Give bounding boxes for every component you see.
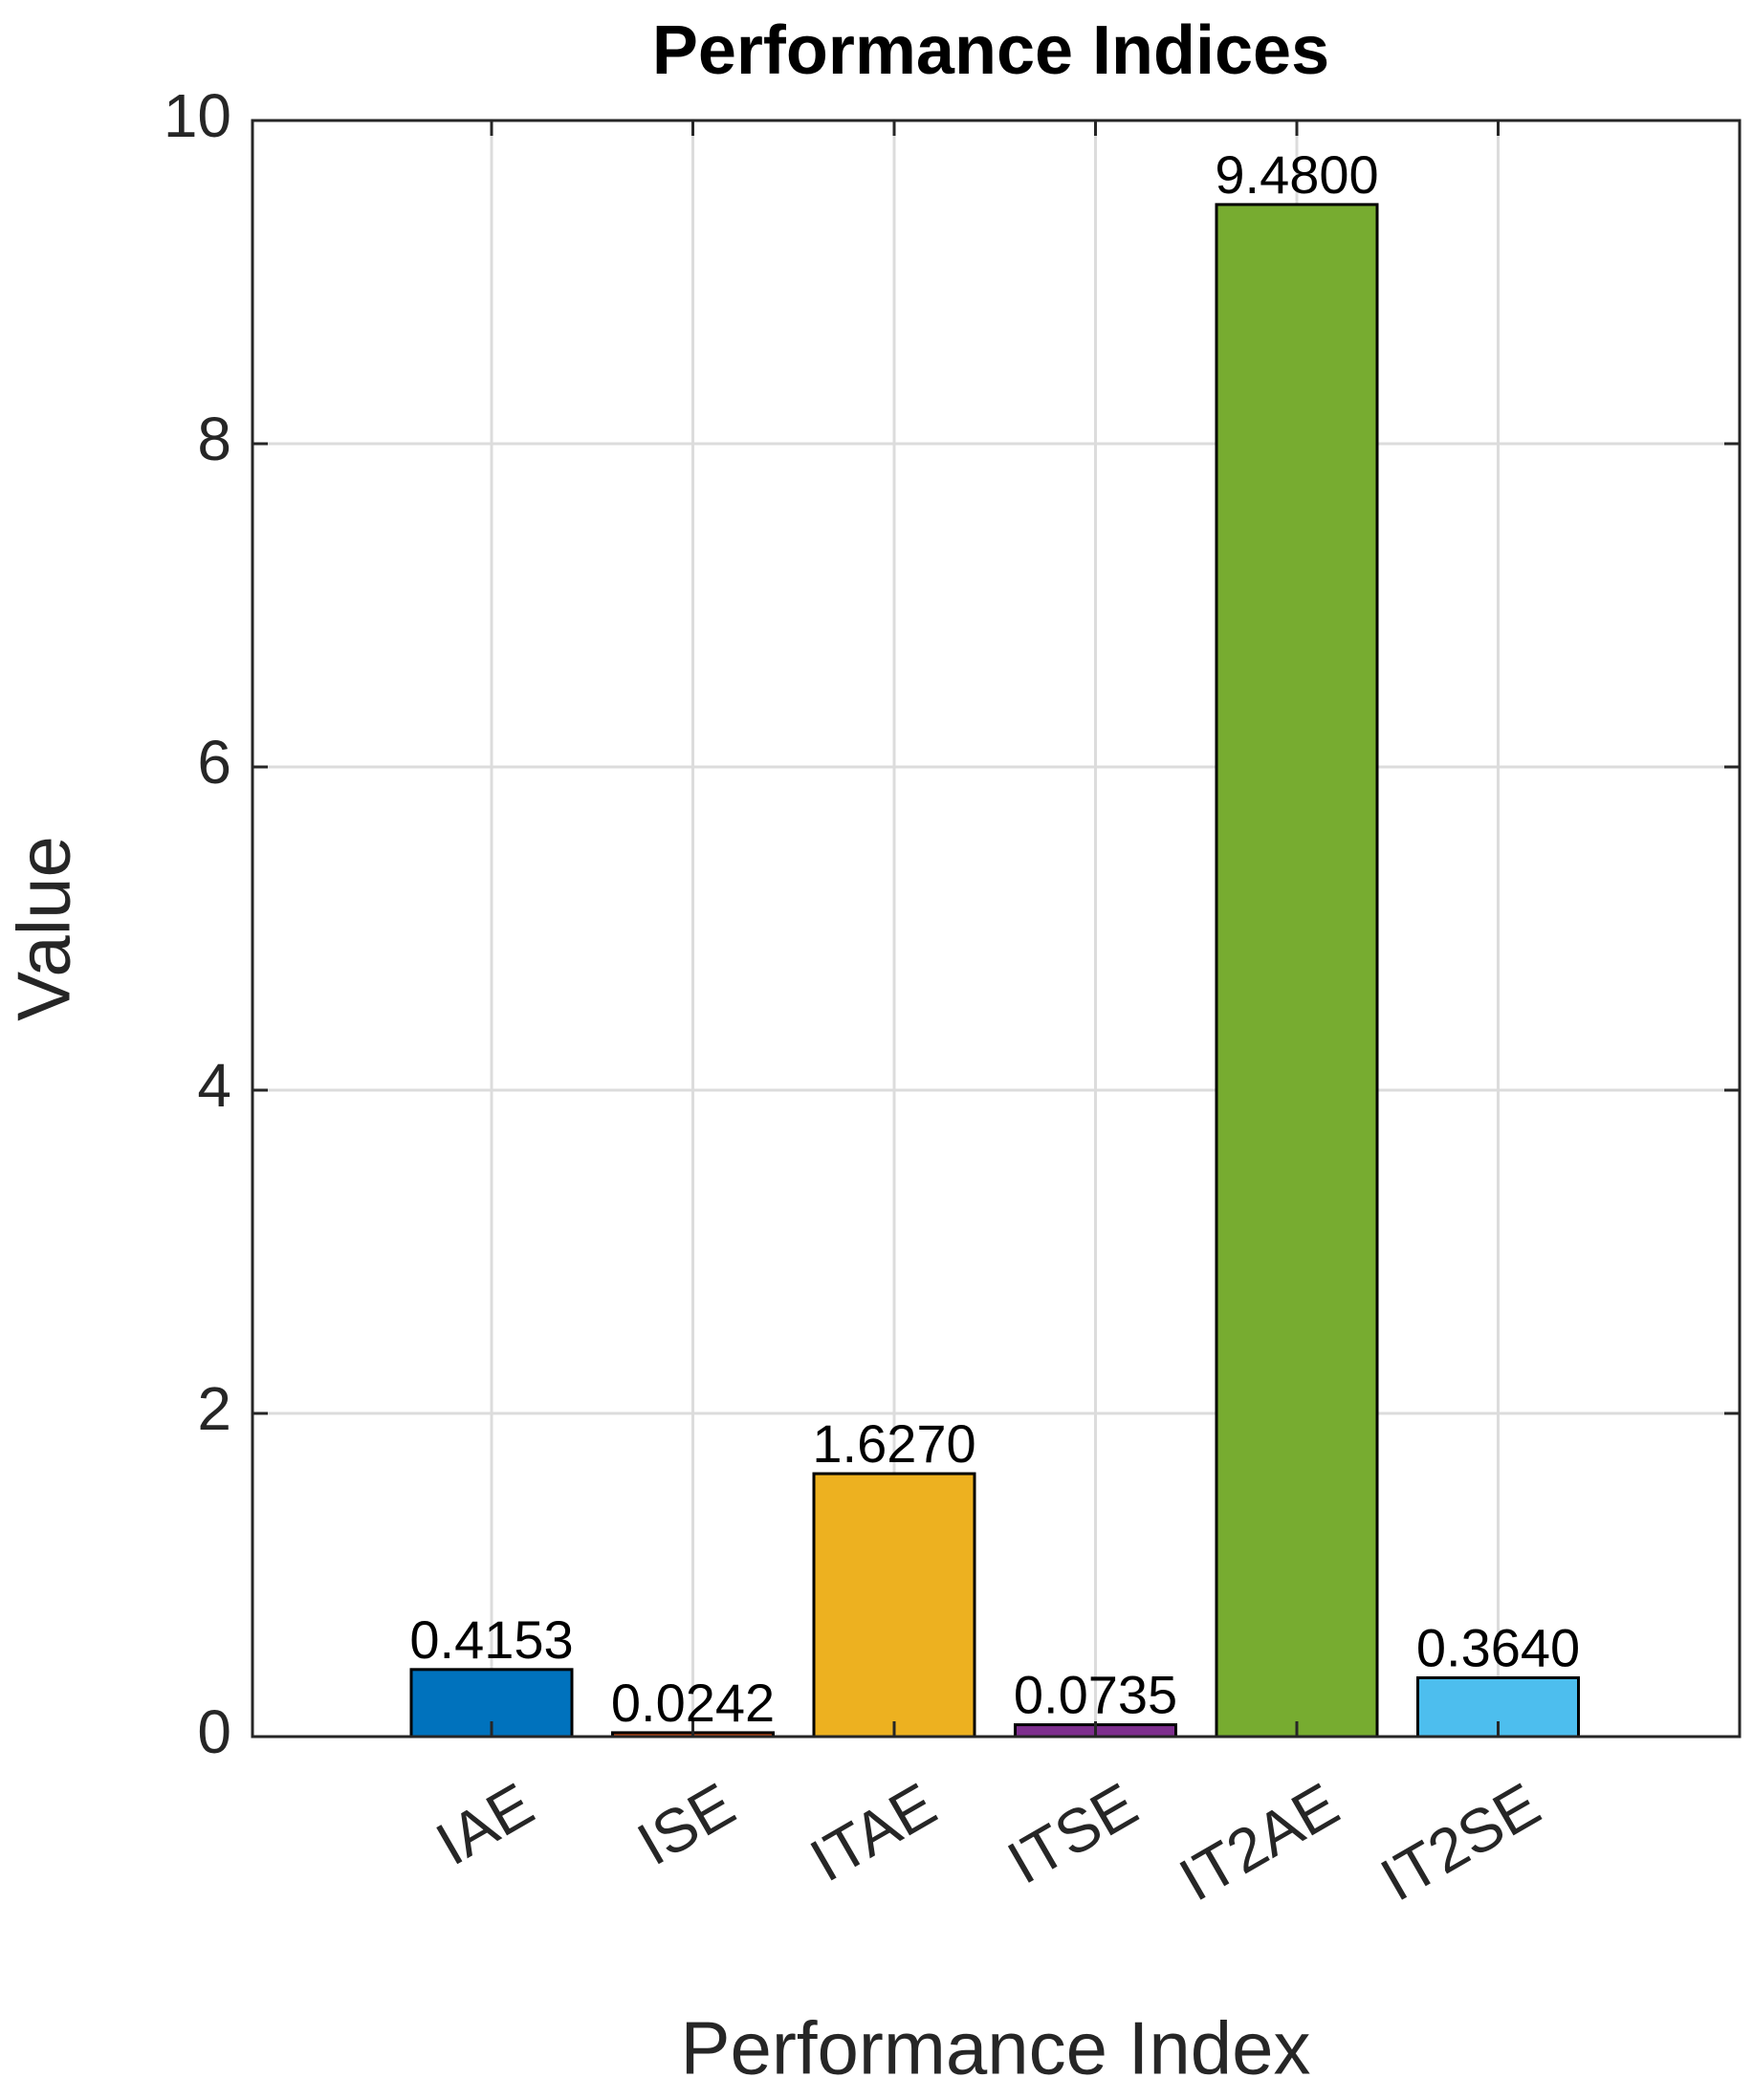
x-tick-label: ITAE bbox=[799, 1769, 947, 1894]
x-tick-label: IT2AE bbox=[1168, 1769, 1349, 1914]
y-tick-label: 2 bbox=[197, 1374, 231, 1443]
value-label: 1.6270 bbox=[812, 1413, 975, 1474]
x-tick-label: ISE bbox=[626, 1769, 746, 1878]
x-tick-label: IAE bbox=[425, 1769, 544, 1878]
y-tick-label: 8 bbox=[197, 405, 231, 473]
y-tick-label: 6 bbox=[197, 728, 231, 797]
value-label: 0.4153 bbox=[409, 1609, 573, 1670]
value-label: 0.0735 bbox=[1014, 1665, 1177, 1725]
grid bbox=[252, 119, 1740, 1739]
x-tick-label: ITSE bbox=[997, 1769, 1149, 1896]
y-tick-label: 10 bbox=[164, 81, 231, 150]
axes-box bbox=[251, 119, 1742, 1739]
y-tick-label: 0 bbox=[197, 1697, 231, 1766]
bar bbox=[1215, 203, 1379, 1739]
chart-title: Performance Indices bbox=[652, 12, 1329, 89]
x-tick-label: IT2SE bbox=[1370, 1769, 1551, 1914]
bar bbox=[812, 1472, 976, 1739]
value-label: 0.3640 bbox=[1416, 1617, 1580, 1677]
y-axis-label: Value bbox=[2, 836, 86, 1021]
value-label: 9.4800 bbox=[1215, 144, 1378, 205]
y-tick-label: 4 bbox=[197, 1051, 231, 1120]
x-axis-label: Performance Index bbox=[680, 2006, 1310, 2090]
